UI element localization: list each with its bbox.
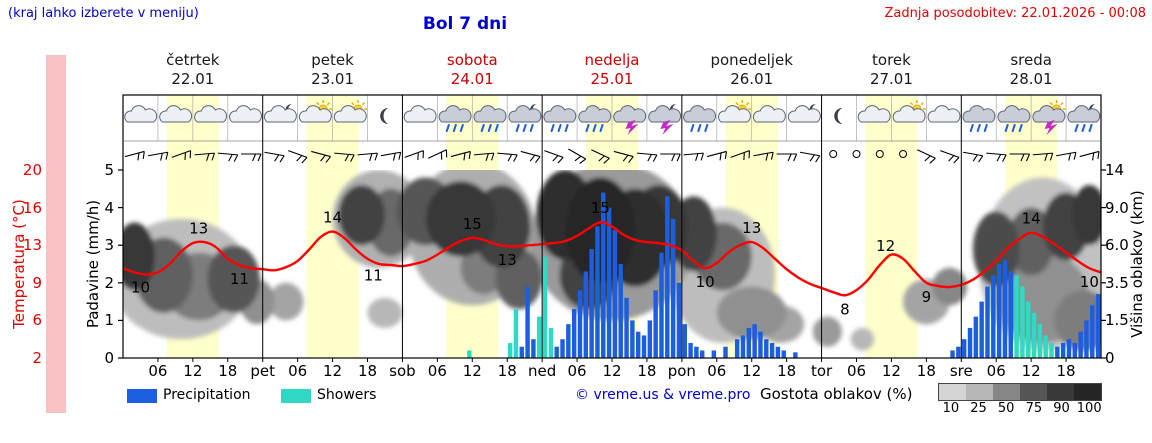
svg-text:13: 13 [498,251,517,269]
wind-barb-icon [1079,150,1100,161]
cloud-icon [403,105,437,123]
svg-text:10: 10 [1080,273,1099,291]
svg-text:11: 11 [230,270,249,288]
wind-barb-icon [124,150,145,161]
cloud-icon [228,105,262,123]
wind-barb-icon [753,151,774,161]
svg-text:13: 13 [189,220,208,238]
cloud-icon [159,105,193,123]
wind-barb-icon [497,152,518,162]
svg-text:12: 12 [876,237,895,255]
wind-barb-icon [520,150,541,163]
wind-barb-icon [380,151,402,161]
wind-barb-icon [917,149,936,164]
moon-rain-icon [508,104,542,132]
cloud-icon [752,105,786,123]
wind-barb-icon [404,150,425,161]
rain-icon [578,105,612,132]
svg-text:15: 15 [463,215,482,233]
svg-text:10: 10 [696,273,715,291]
rain-icon [683,105,716,132]
rain-icon [962,105,996,132]
rain-icon [438,105,472,132]
svg-text:8: 8 [840,300,850,318]
sun-storm-icon [1032,100,1066,135]
wind-barb-icon [1032,152,1054,162]
sun-cloud-icon [892,100,926,123]
wind-barb-icon [636,152,658,162]
wind-barb-icon [799,151,821,163]
wind-barb-icon [591,149,610,164]
svg-text:13: 13 [742,219,761,237]
wind-barb-icon [217,152,239,162]
cloud-icon [194,105,227,123]
moon-rain-icon [1067,104,1101,132]
calm-wind-icon [829,150,838,158]
svg-text:11: 11 [364,266,383,284]
copyright-link[interactable]: © vreme.us & vreme.pro [575,387,751,403]
svg-text:15: 15 [591,199,610,217]
rain-icon [473,105,507,132]
wind-barb-icon [660,153,681,162]
wind-barb-icon [428,149,448,160]
svg-text:14: 14 [1022,210,1041,228]
wind-barb-icon [171,150,192,161]
wind-barb-icon [568,148,587,165]
wind-barb-icon [730,150,751,161]
moon-icon [380,108,389,124]
rain-icon [997,105,1031,132]
wind-barb-icon [544,150,564,164]
sun-cloud-icon [333,100,368,123]
wind-barb-icon [241,153,262,162]
moon-cloud-icon [787,104,821,123]
temperature-axis-strip [46,55,66,413]
wind-barb-icon [473,152,495,162]
wind-barb-icon [706,150,727,161]
wind-barb-icon [776,153,798,162]
weather-icons-row [124,100,1101,135]
svg-text:9: 9 [922,288,932,306]
cloud-icon [927,105,961,123]
svg-text:10: 10 [131,278,150,296]
showers-bars [467,256,1054,358]
wind-barb-icon [962,151,984,163]
wind-barb-icon [194,152,215,162]
sun-cloud-icon [298,100,333,123]
moon-cloud-icon [263,104,297,123]
wind-barb-icon [1009,153,1031,162]
moon-storm-icon [648,104,682,135]
rain-icon [543,105,577,132]
wind-barbs-row [124,148,1100,165]
cloud-icon [857,105,891,123]
storm-icon [613,105,647,135]
wind-barb-icon [940,150,960,164]
calm-wind-icon [875,150,884,158]
wind-barb-icon [683,152,704,162]
wind-barb-icon [450,150,471,161]
calm-wind-icon [852,150,861,158]
wind-barb-icon [613,150,634,163]
wind-barb-icon [334,152,355,162]
precipitation-bars [519,192,1101,358]
wind-barb-icon [357,152,378,162]
wind-barb-icon [288,150,308,164]
moon-icon [834,108,843,124]
cloud-density-layer [123,170,1101,351]
wind-barb-icon [147,151,169,161]
wind-barb-icon [264,151,285,163]
wind-barb-icon [1056,151,1077,161]
wind-barb-icon [311,150,332,163]
wind-barb-icon [986,152,1007,162]
calm-wind-icon [899,150,908,158]
svg-text:14: 14 [323,209,342,227]
cloud-icon [124,105,158,123]
temperature-line [123,220,1101,297]
chart-frame [118,94,1106,362]
temperature-labels: 10 13 11 14 11 15 13 15 10 13 8 12 9 14 10 [131,199,1099,318]
sun-cloud-icon [717,100,752,123]
